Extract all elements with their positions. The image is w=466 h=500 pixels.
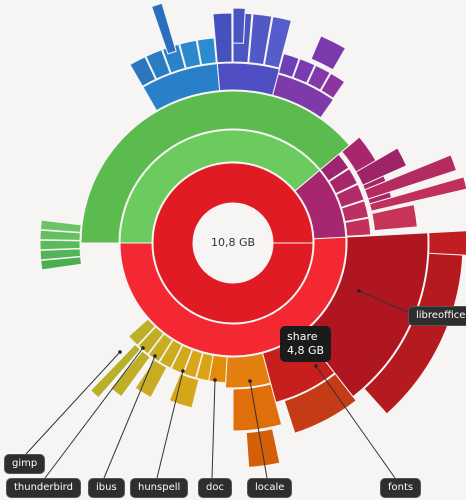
leader-dot-locale bbox=[248, 379, 252, 383]
ring-segment-locale-outer[interactable] bbox=[245, 428, 281, 468]
ring-segment-thin-purple[interactable] bbox=[310, 35, 347, 71]
hover-tooltip: share 4,8 GB bbox=[280, 326, 332, 362]
ring-segment-share-small[interactable] bbox=[158, 339, 183, 369]
ring-segment-python-child[interactable] bbox=[129, 56, 157, 87]
ring-segment-share-small[interactable] bbox=[170, 344, 193, 375]
ring-segment-lib-outer[interactable] bbox=[40, 256, 83, 271]
ring-segment-lib-outer[interactable] bbox=[39, 229, 81, 241]
ring-segment-locale[interactable] bbox=[224, 352, 272, 389]
ring-segment-x86-child[interactable] bbox=[263, 15, 292, 69]
ring-segment-yellow-arm[interactable] bbox=[134, 359, 168, 399]
ring-segment-root[interactable] bbox=[152, 162, 314, 324]
leader-line-hunspell bbox=[156, 370, 184, 479]
folder-label-ibus[interactable]: ibus bbox=[88, 478, 125, 498]
ring-segment-share-small[interactable] bbox=[195, 352, 214, 382]
ring-segment-purple[interactable] bbox=[271, 73, 335, 119]
ring-segment-python-child[interactable] bbox=[179, 39, 202, 69]
ring-segment-purple-child[interactable] bbox=[292, 58, 316, 84]
ring-segment-lib-child[interactable] bbox=[80, 90, 351, 244]
ring-segment-bin-arm[interactable] bbox=[371, 203, 418, 232]
ring-segment-bin-arm[interactable] bbox=[364, 154, 458, 200]
leader-dot-gimp bbox=[118, 350, 122, 354]
leader-line-doc bbox=[211, 379, 216, 479]
folder-label-locale[interactable]: locale bbox=[247, 478, 293, 498]
ring-segment-bin-child[interactable] bbox=[328, 167, 359, 195]
ring-segment-bin[interactable] bbox=[294, 169, 347, 240]
leader-line-libreoffice bbox=[358, 290, 413, 315]
ring-segment-share-small[interactable] bbox=[182, 348, 204, 379]
leader-line-gimp bbox=[25, 351, 121, 455]
leader-line-fonts bbox=[315, 365, 396, 479]
ring-segment-bin-child[interactable] bbox=[340, 200, 370, 223]
leader-dot-ibus bbox=[153, 354, 157, 358]
leader-line-thunderbird bbox=[44, 347, 144, 479]
folder-label-doc[interactable]: doc bbox=[198, 478, 232, 498]
ring-segment-lib[interactable] bbox=[119, 129, 321, 244]
ring-segment-purple-child[interactable] bbox=[277, 53, 300, 78]
leader-dot-fonts bbox=[314, 364, 318, 368]
tooltip-size: 4,8 GB bbox=[287, 344, 325, 357]
ring-segment-purple-child[interactable] bbox=[306, 64, 331, 91]
ring-segment-purple-child[interactable] bbox=[320, 72, 346, 99]
ring-segment-python-child[interactable] bbox=[196, 37, 217, 66]
folder-label-gimp[interactable]: gimp bbox=[4, 454, 46, 474]
folder-label-fonts[interactable]: fonts bbox=[380, 478, 422, 498]
ring-segment-lib-outer[interactable] bbox=[39, 219, 82, 233]
ring-segment-thin-blue[interactable] bbox=[150, 2, 177, 55]
tooltip-name: share bbox=[287, 330, 318, 343]
ring-segment-bin-child[interactable] bbox=[344, 217, 372, 237]
ring-segment-lib-outer[interactable] bbox=[39, 248, 82, 261]
ring-segment-yellow-arm[interactable] bbox=[110, 350, 151, 398]
ring-segment-thin-indigo[interactable] bbox=[232, 7, 246, 44]
leader-dot-thunderbird bbox=[141, 346, 145, 350]
ring-segment-yellow-arm[interactable] bbox=[89, 343, 142, 399]
ring-segment-libreoffice-arm[interactable] bbox=[428, 230, 466, 256]
ring-segment-bin-child[interactable] bbox=[335, 183, 365, 209]
ring-segment-share-small[interactable] bbox=[127, 318, 156, 347]
ring-segment-lib-outer[interactable] bbox=[39, 239, 81, 251]
ring-segment-bin-child[interactable] bbox=[319, 153, 350, 182]
ring-segment-fonts-child[interactable] bbox=[283, 373, 357, 434]
ring-segment-x86[interactable] bbox=[216, 62, 281, 96]
folder-label-hunspell[interactable]: hunspell bbox=[130, 478, 189, 498]
total-size-label[interactable]: 10,8 GB bbox=[210, 236, 256, 249]
leader-dot-doc bbox=[213, 378, 217, 382]
ring-segment-python-child[interactable] bbox=[145, 49, 171, 80]
ring-segment-x86-child[interactable] bbox=[248, 13, 273, 66]
folder-label-thunderbird[interactable]: thunderbird bbox=[6, 478, 81, 498]
leader-line-ibus bbox=[103, 355, 156, 479]
ring-segment-bin-arm[interactable] bbox=[355, 147, 408, 186]
ring-segment-yellow-arm[interactable] bbox=[168, 373, 200, 409]
leader-dot-libreoffice bbox=[357, 289, 361, 293]
ring-segment-x86-child[interactable] bbox=[212, 12, 233, 64]
ring-segment-bin-arm[interactable] bbox=[368, 176, 466, 212]
ring-segment-locale-child[interactable] bbox=[232, 383, 283, 432]
folder-label-libreoffice[interactable]: libreoffice bbox=[408, 306, 466, 326]
leader-dot-hunspell bbox=[181, 369, 185, 373]
leader-line-locale bbox=[249, 380, 268, 479]
